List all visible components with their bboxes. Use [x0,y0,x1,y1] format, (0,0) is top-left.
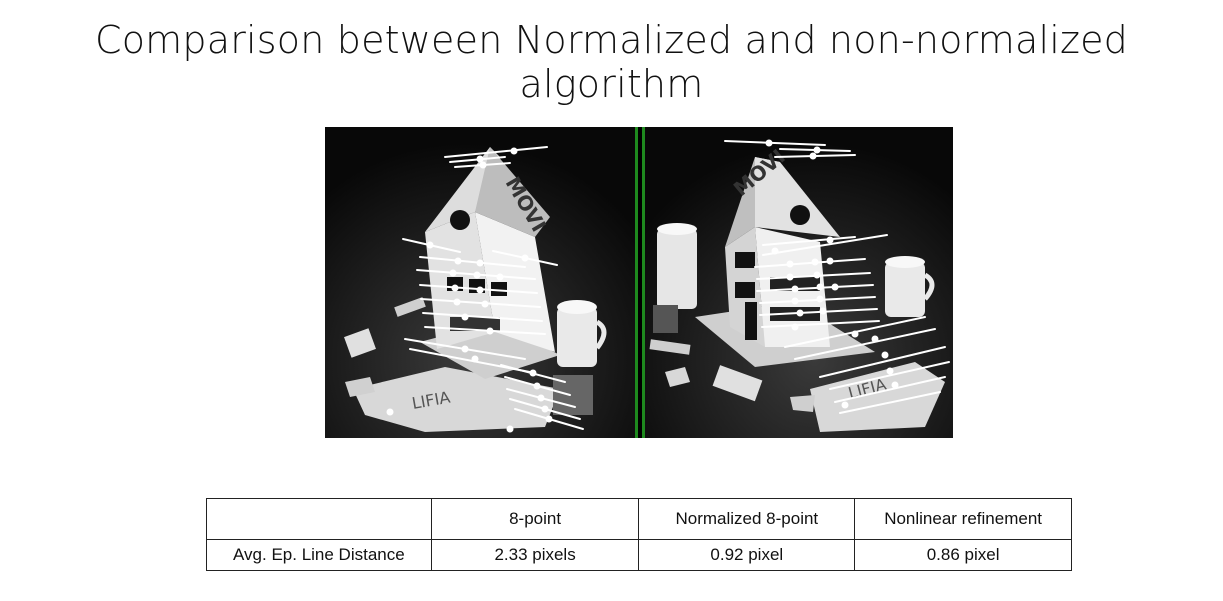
stereo-image-svg: LIFIA MOVI [325,127,953,438]
left-feature-points [386,147,553,433]
image-divider-right [642,127,645,438]
image-divider-left [635,127,638,438]
table-header-cell [206,498,432,540]
table-header-cell: 8-point [430,498,640,540]
table-header-row: 8-point Normalized 8-point Nonlinear ref… [206,498,1072,540]
right-view: LIFIA MOVI [645,127,953,438]
table-row-label: Avg. Ep. Line Distance [206,539,432,571]
table-cell: 0.86 pixel [854,539,1072,571]
right-feature-points [765,139,899,409]
table-header-cell: Nonlinear refinement [854,498,1072,540]
table-cell: 0.92 pixel [638,539,856,571]
table-header-cell: Normalized 8-point [638,498,856,540]
results-table: 8-point Normalized 8-point Nonlinear ref… [206,498,1072,571]
stereo-image-pair: LIFIA MOVI [325,127,953,438]
table-row: Avg. Ep. Line Distance 2.33 pixels 0.92 … [206,539,1072,571]
left-view: LIFIA MOVI [325,127,635,438]
right-epipolar-lines [724,140,950,414]
slide-title: Comparison between Normalized and non-no… [94,18,1129,106]
table-cell: 2.33 pixels [430,539,640,571]
